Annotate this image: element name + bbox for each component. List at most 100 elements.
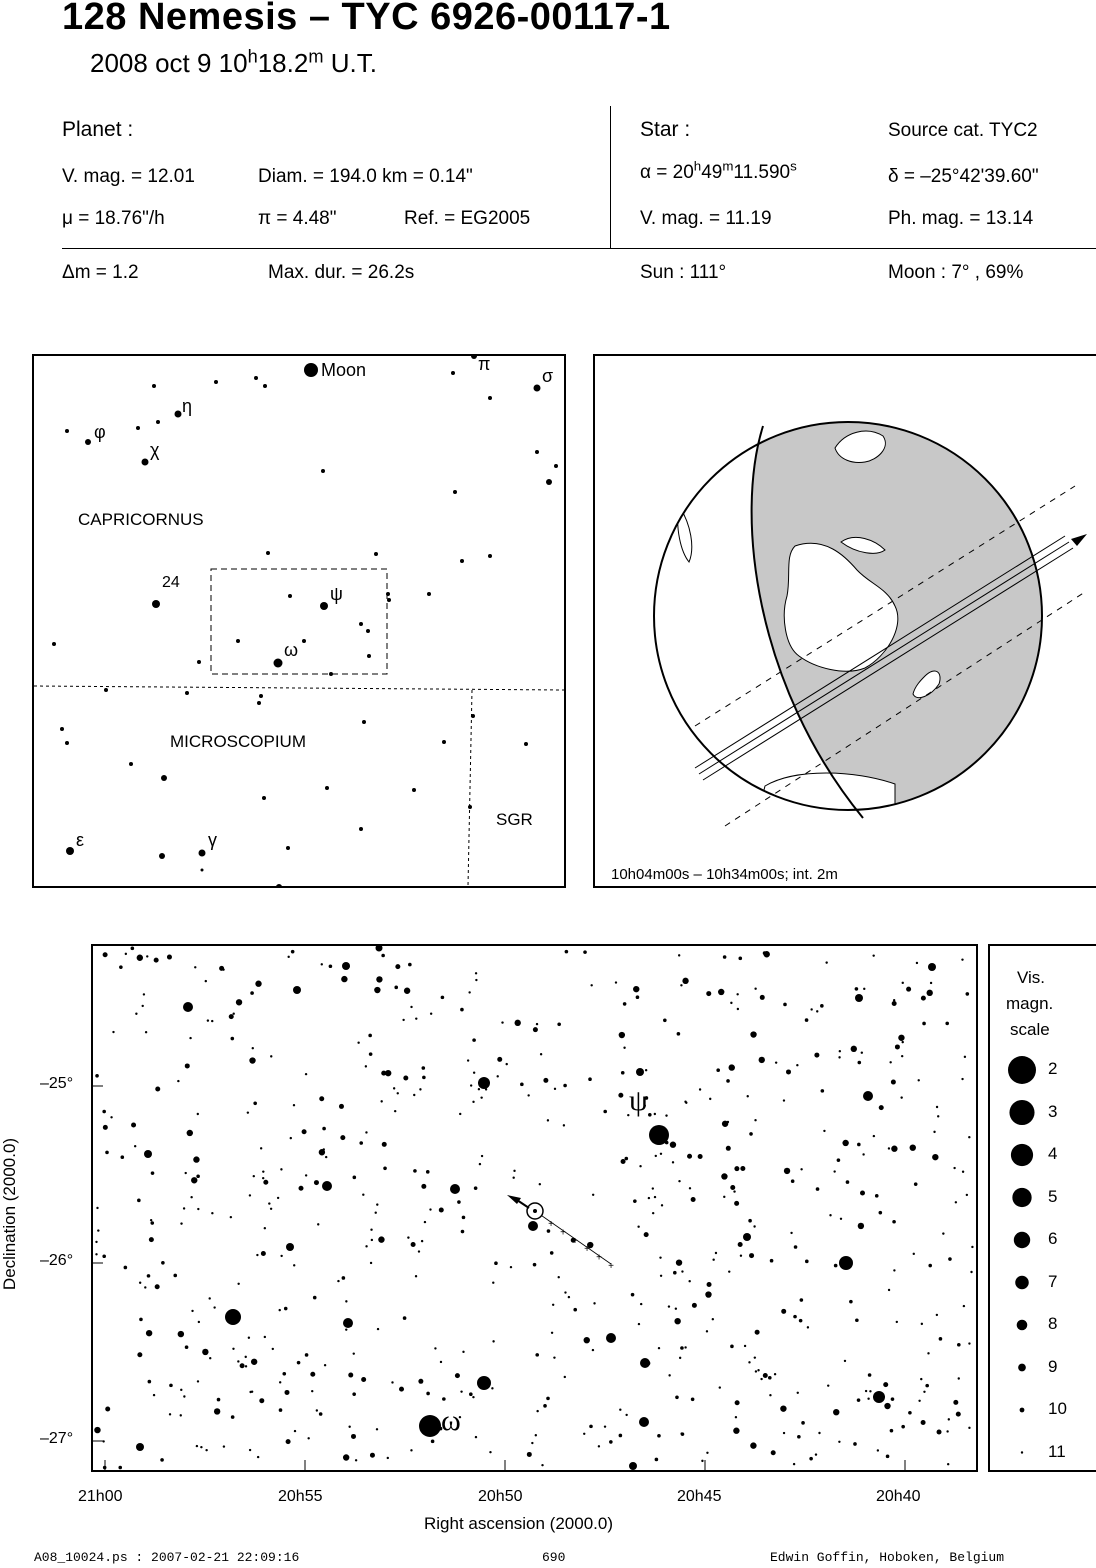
field-star xyxy=(118,1465,123,1470)
planet-heading: Planet : xyxy=(62,118,134,141)
field-star xyxy=(774,1061,778,1064)
field-star xyxy=(678,1179,681,1183)
field-star xyxy=(971,1245,974,1249)
field-star xyxy=(815,1187,820,1191)
finder-star xyxy=(254,376,258,380)
field-star xyxy=(293,1429,297,1433)
field-star xyxy=(933,1130,936,1134)
finder-star xyxy=(65,741,69,745)
field-star xyxy=(276,1196,280,1200)
field-star xyxy=(526,1451,532,1457)
field-star xyxy=(838,1440,841,1443)
field-star xyxy=(478,1162,482,1166)
field-star xyxy=(408,962,412,967)
ra-seconds-unit: s xyxy=(790,158,797,174)
field-star xyxy=(213,1408,221,1415)
field-star xyxy=(749,1253,755,1259)
field-star xyxy=(860,1190,866,1196)
field-star xyxy=(609,1440,613,1444)
field-star xyxy=(364,1065,368,1068)
field-star xyxy=(942,1232,945,1235)
field-star xyxy=(614,981,618,984)
field-star xyxy=(438,1207,444,1213)
motion-direction-arrow xyxy=(507,1195,521,1204)
field-star xyxy=(678,1356,682,1360)
field-star xyxy=(637,1225,640,1228)
field-star xyxy=(313,1180,319,1186)
field-star xyxy=(315,1409,319,1412)
field-star xyxy=(663,1018,667,1023)
finder-star xyxy=(359,622,363,626)
field-star xyxy=(733,1427,740,1434)
field-star xyxy=(587,1241,594,1249)
field-star xyxy=(721,1173,728,1180)
field-star xyxy=(466,1059,470,1062)
field-star xyxy=(184,1345,189,1350)
field-star xyxy=(809,1456,813,1461)
field-star xyxy=(338,1103,344,1109)
field-star xyxy=(820,1089,825,1093)
field-star xyxy=(659,1256,662,1259)
field-star xyxy=(968,1342,971,1345)
field-star xyxy=(195,1444,199,1448)
field-star xyxy=(376,1327,380,1331)
field-star xyxy=(262,1170,265,1173)
ra-tick-label: 20h45 xyxy=(677,1488,722,1505)
field-star xyxy=(312,1295,317,1300)
field-star xyxy=(263,1179,269,1185)
field-star xyxy=(668,1374,671,1377)
field-star xyxy=(532,1027,538,1033)
field-star xyxy=(746,1095,749,1098)
legend-magnitude-dot xyxy=(1018,1363,1026,1372)
field-star xyxy=(209,1357,212,1360)
field-star xyxy=(145,1329,153,1337)
field-star xyxy=(968,1136,971,1139)
detail-area-box xyxy=(210,568,388,675)
star-label-phi: φ xyxy=(94,422,106,442)
field-star xyxy=(317,1223,320,1226)
field-star xyxy=(230,1415,235,1419)
field-star xyxy=(256,1455,260,1459)
field-star xyxy=(673,1270,677,1275)
star-label-psi-detail: ψ xyxy=(629,1084,648,1117)
field-star xyxy=(927,1352,930,1355)
field-star xyxy=(769,1258,774,1263)
field-star xyxy=(492,1281,495,1284)
field-star xyxy=(718,988,725,996)
field-star xyxy=(734,1400,740,1406)
field-star xyxy=(535,1353,540,1357)
field-star xyxy=(219,965,225,971)
field-star xyxy=(721,1120,729,1127)
finder-star xyxy=(359,827,363,831)
finder-star xyxy=(161,775,167,781)
field-star xyxy=(892,999,896,1002)
field-star xyxy=(169,1383,173,1388)
field-star xyxy=(370,1228,373,1231)
field-star xyxy=(725,1145,731,1151)
field-star xyxy=(131,1122,137,1128)
field-star xyxy=(833,1170,836,1173)
finder-star xyxy=(185,691,189,695)
field-star xyxy=(376,976,383,983)
field-star xyxy=(583,950,587,954)
field-star xyxy=(563,1083,567,1088)
field-star xyxy=(112,1030,115,1034)
field-star xyxy=(102,1109,106,1114)
field-star xyxy=(925,1383,929,1388)
field-star xyxy=(792,1462,796,1466)
field-star xyxy=(102,1440,105,1443)
bright-star xyxy=(873,1391,885,1403)
field-star xyxy=(520,1082,524,1087)
field-star xyxy=(365,1245,368,1248)
field-star xyxy=(900,1054,904,1058)
field-star xyxy=(468,991,471,994)
field-star xyxy=(155,1086,161,1092)
field-star xyxy=(539,1053,543,1056)
field-star xyxy=(142,993,146,996)
field-star xyxy=(285,1439,291,1445)
star-label-eta: η xyxy=(182,396,193,416)
finder-chart-svg xyxy=(34,356,564,886)
field-star xyxy=(674,1317,681,1325)
field-star xyxy=(912,1252,915,1256)
field-star xyxy=(375,1428,379,1431)
